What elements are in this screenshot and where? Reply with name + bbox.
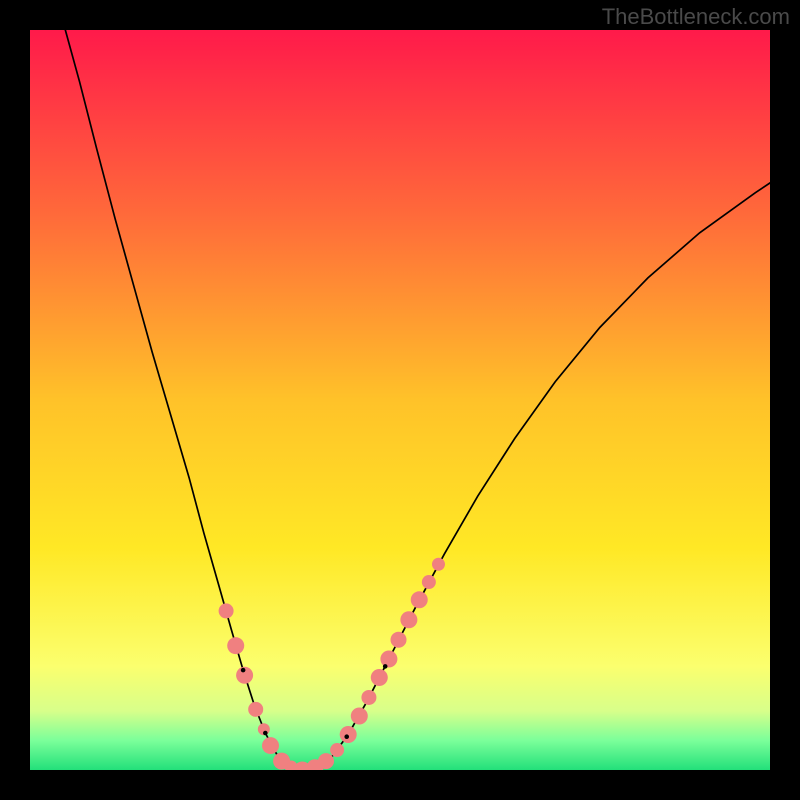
chart-container: TheBottleneck.com	[0, 0, 800, 800]
anchor-dot	[263, 731, 268, 736]
data-marker	[262, 737, 279, 754]
data-marker	[400, 611, 417, 628]
data-marker	[330, 743, 344, 757]
data-marker	[248, 702, 263, 717]
data-marker	[318, 753, 334, 769]
data-marker	[391, 632, 407, 648]
gradient-background	[30, 30, 770, 770]
data-marker	[432, 558, 445, 571]
anchor-dot	[344, 734, 349, 739]
anchor-dot	[241, 668, 246, 673]
data-marker	[422, 575, 436, 589]
anchor-dot	[383, 664, 388, 669]
data-marker	[371, 669, 388, 686]
data-marker	[380, 651, 397, 668]
data-marker	[227, 637, 244, 654]
data-marker	[219, 603, 234, 618]
data-marker	[361, 690, 376, 705]
data-marker	[340, 726, 357, 743]
data-marker	[351, 707, 368, 724]
watermark-text: TheBottleneck.com	[602, 4, 790, 30]
data-marker	[411, 591, 428, 608]
bottleneck-chart	[0, 0, 800, 800]
